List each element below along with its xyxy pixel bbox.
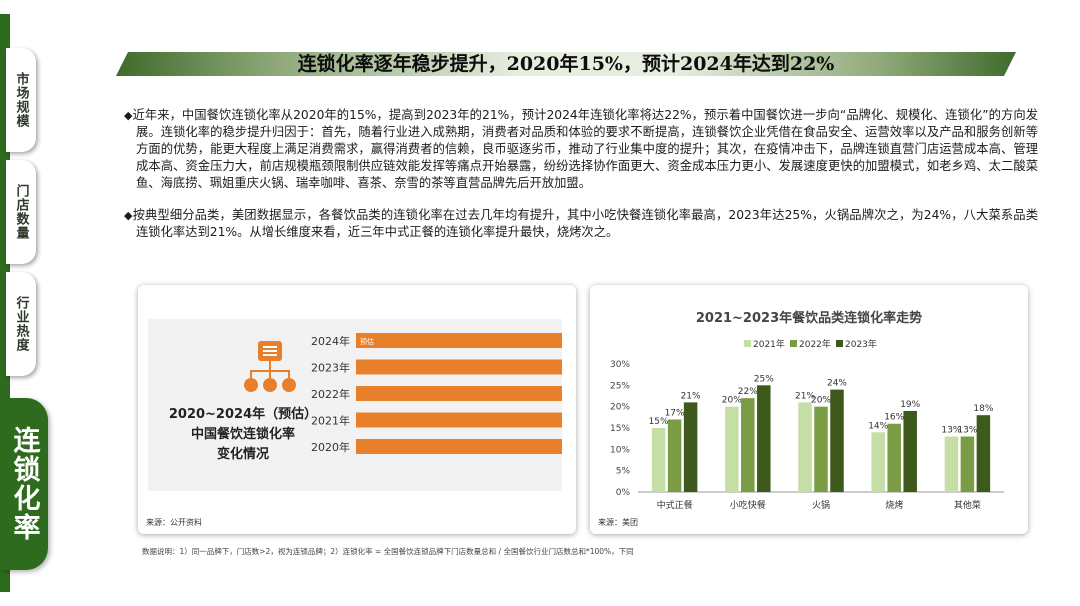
nav-tab-store-count[interactable]: 门店数量 — [6, 160, 36, 264]
right-source-note: 来源：美团 — [598, 518, 638, 527]
y-tick-label: 25% — [610, 381, 630, 391]
side-nav-rail — [0, 14, 10, 592]
paragraph-2: ◆按典型细分品类，美团数据显示，各餐饮品类的连锁化率在过去几年均有提升，其中小吃… — [124, 207, 1038, 241]
title-banner — [116, 52, 1016, 76]
chain-rate-caption: 2020~2024年（预估） 中国餐饮连锁化率 变化情况 — [148, 405, 338, 465]
y-tick-label: 5% — [616, 467, 631, 477]
bar — [667, 419, 682, 492]
bar-value-label: 20% — [722, 396, 742, 406]
bar-category-label: 2023年 — [311, 361, 350, 375]
y-tick-label: 30% — [610, 360, 630, 370]
nav-tab-market-size[interactable]: 市场规模 — [6, 48, 36, 152]
bar — [725, 406, 739, 492]
bar — [798, 402, 812, 492]
legend-label: 2023年 — [845, 338, 877, 350]
bar-value-label: 13% — [957, 426, 977, 436]
y-tick-label: 15% — [610, 424, 630, 434]
x-category-label: 中式正餐 — [657, 499, 693, 511]
nav-tab-label: 门店数量 — [13, 184, 29, 240]
bar-value-label: 15% — [649, 417, 669, 427]
left-source-note: 来源：公开资料 — [146, 518, 202, 527]
bar-annotation: 预估 — [360, 337, 374, 346]
bar — [356, 412, 562, 428]
bar-category-label: 2021年 — [311, 414, 350, 428]
caption-line-3: 变化情况 — [216, 447, 269, 462]
legend-swatch — [836, 340, 843, 347]
bullet-icon: ◆ — [124, 209, 133, 222]
bar — [356, 359, 562, 375]
paragraph-1: ◆近年来，中国餐饮连锁化率从2020年的15%，提高到2023年的21%，预计2… — [124, 107, 1038, 192]
bar — [683, 402, 698, 492]
bar-category-label: 2022年 — [311, 387, 350, 401]
bar — [960, 436, 975, 492]
bar — [871, 432, 885, 492]
caption-line-1: 2020~2024年（预估） — [168, 407, 318, 422]
bar — [651, 428, 666, 492]
bar-value-label: 25% — [754, 374, 774, 384]
legend-swatch — [744, 340, 751, 347]
chain-rate-bar-chart: 2024年22%预估2023年21%2022年19%2021年18%2020年1… — [311, 333, 562, 454]
legend-label: 2021年 — [753, 338, 785, 350]
bullet-icon: ◆ — [124, 109, 133, 122]
data-footnote: 数据说明：1）同一品牌下，门店数>2，视为连锁品牌；2）连锁化率 = 全国餐饮连… — [142, 547, 634, 556]
bar-value-label: 13% — [941, 426, 961, 436]
chain-rate-trend-panel: 2020~2024年（预估） 中国餐饮连锁化率 变化情况 2024年22%预估2… — [138, 285, 576, 534]
nav-tab-label: 市场规模 — [13, 72, 29, 128]
bar — [814, 406, 828, 492]
y-tick-label: 20% — [610, 403, 630, 413]
x-category-label: 火锅 — [812, 500, 830, 511]
nav-tab-label: 连锁化率 — [8, 426, 40, 542]
paragraph-1-text: 近年来，中国餐饮连锁化率从2020年的15%，提高到2023年的21%，预计20… — [132, 108, 1038, 190]
y-tick-label: 0% — [616, 488, 631, 498]
bar-category-label: 2020年 — [311, 440, 350, 454]
bar-value-label: 24% — [827, 379, 847, 389]
bar — [976, 415, 991, 492]
bar — [830, 389, 844, 492]
org-chart-icon — [244, 341, 296, 392]
bar-value-label: 17% — [665, 408, 685, 418]
x-category-label: 其他菜 — [954, 499, 981, 511]
x-category-label: 小吃快餐 — [730, 499, 766, 511]
bar-value-label: 22% — [738, 387, 758, 397]
bar — [741, 398, 755, 492]
legend-swatch — [790, 340, 797, 347]
y-tick-label: 10% — [610, 445, 630, 455]
bar-category-label: 2024年 — [311, 334, 350, 348]
bar — [356, 386, 562, 401]
paragraph-2-text: 按典型细分品类，美团数据显示，各餐饮品类的连锁化率在过去几年均有提升，其中小吃快… — [132, 208, 1038, 239]
chain-rate-trend-inner: 2020~2024年（预估） 中国餐饮连锁化率 变化情况 2024年22%预估2… — [148, 319, 562, 491]
page-title: 连锁化率逐年稳步提升，2020年15%，预计2024年达到22% — [297, 53, 835, 75]
side-navigation: 市场规模 门店数量 行业热度 连锁化率 — [0, 0, 48, 606]
category-chain-rate-chart: 2021~2023年餐饮品类连锁化率走势 2021年 2022年 2023年 0% 5% 1… — [610, 310, 1004, 511]
chart-title: 2021~2023年餐饮品类连锁化率走势 — [696, 310, 922, 326]
bar-value-label: 14% — [868, 421, 888, 431]
bar — [887, 423, 901, 492]
nav-tab-label: 行业热度 — [13, 296, 29, 352]
bar — [944, 436, 959, 492]
nav-tab-industry-heat[interactable]: 行业热度 — [6, 272, 36, 376]
bar-value-label: 21% — [681, 391, 701, 401]
category-chain-rate-panel: 2021~2023年餐饮品类连锁化率走势 2021年 2022年 2023年 0% 5% 1… — [590, 285, 1028, 534]
x-category-label: 烧烤 — [885, 499, 903, 511]
bar-value-label: 20% — [811, 396, 831, 406]
bar-value-label: 16% — [884, 413, 904, 423]
bar-value-label: 21% — [795, 391, 815, 401]
bar-value-label: 18% — [973, 404, 993, 414]
bar — [356, 333, 562, 348]
caption-line-2: 中国餐饮连锁化率 — [190, 427, 295, 442]
bar — [903, 410, 917, 492]
bar — [356, 439, 562, 454]
legend-label: 2022年 — [799, 338, 831, 350]
bar — [757, 385, 771, 492]
nav-tab-chain-rate-active[interactable]: 连锁化率 — [0, 398, 48, 570]
bar-value-label: 19% — [900, 400, 920, 410]
